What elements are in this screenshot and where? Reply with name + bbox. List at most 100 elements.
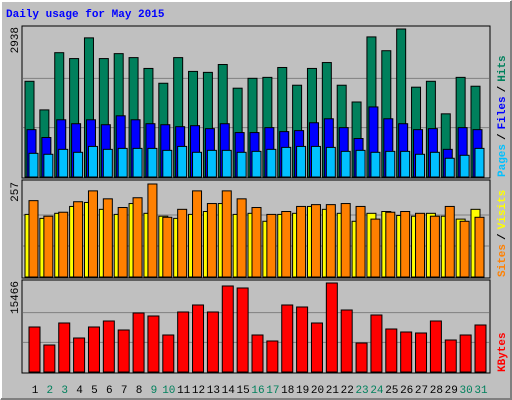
bar [444,205,455,278]
legend-entry: Visits [497,190,509,230]
x-tick-label: 15 [237,385,250,397]
legend: Sites / Visits [497,190,509,277]
bar [296,306,309,373]
bar [266,148,277,178]
bar [117,207,128,278]
bar [429,151,440,178]
bar [102,198,113,278]
legend-entry: Files [497,96,509,129]
y-tick-label: 15466 [10,281,22,314]
x-tick-label: 21 [326,385,340,397]
bar [251,150,262,178]
bar [236,287,249,373]
bar [132,147,143,178]
bar [385,328,398,373]
bar [296,205,307,278]
bar [147,147,158,178]
bar [355,342,368,373]
bar [474,324,487,373]
x-tick-label: 27 [415,385,428,397]
x-tick-label: 11 [177,385,191,397]
bar [266,340,279,373]
bar [444,339,457,373]
x-tick-label: 14 [222,385,236,397]
bar [132,312,145,373]
x-tick-label: 29 [445,385,458,397]
bar [400,331,413,373]
x-tick-label: 4 [76,385,83,397]
bar [192,190,203,278]
x-tick-label: 10 [162,385,175,397]
bar [147,315,160,373]
bar [385,150,396,178]
x-tick-label: 6 [106,385,113,397]
bar [221,285,234,373]
bar [162,334,175,373]
bar [355,205,366,278]
bar [87,145,98,178]
x-tick-label: 5 [91,385,98,397]
bar [340,150,351,178]
bar [370,314,383,373]
bar [162,149,173,178]
x-tick-label: 16 [251,385,264,397]
x-tick-label: 8 [136,385,143,397]
chart-title: Daily usage for May 2015 [6,9,165,21]
bar [355,149,366,178]
x-tick-label: 13 [207,385,220,397]
bar [459,154,470,178]
bar [415,332,428,373]
bar [73,337,86,373]
bar [296,145,307,178]
bar [87,190,98,278]
bar [206,149,217,178]
bar [310,204,321,278]
bar [325,204,336,278]
bar [325,146,336,178]
bar [28,326,41,373]
bar [177,208,188,278]
x-tick-label: 9 [151,385,158,397]
bar [177,145,188,178]
bar [117,329,130,373]
bar [102,148,113,178]
bar [28,152,39,178]
bar [251,334,264,373]
legend-entry: Hits [497,55,509,81]
bar [73,201,84,278]
bar [87,326,100,373]
bar [73,151,84,178]
bar [385,211,396,278]
y-tick-label: 257 [10,182,22,202]
bar [132,197,143,278]
bar [58,148,69,178]
x-tick-label: 3 [61,385,68,397]
x-tick-label: 22 [341,385,354,397]
bar [192,304,205,373]
bar [459,334,472,373]
bar [370,151,381,178]
bar [474,147,485,178]
bar [400,150,411,178]
x-tick-label: 17 [266,385,279,397]
legend-separator: / [497,85,509,92]
x-tick-label: 19 [296,385,309,397]
bar [43,215,54,278]
bar [43,153,54,178]
bar [266,213,277,278]
bar [43,344,56,373]
x-tick-label: 23 [355,385,368,397]
bar [281,211,292,278]
bar [340,309,353,373]
bar [251,207,262,278]
bar [192,151,203,178]
x-tick-label: 18 [281,385,294,397]
bar [281,146,292,178]
legend-entry: KBytes [497,332,509,372]
bar [325,282,338,373]
bar [429,215,440,278]
bar [429,320,442,373]
bar [102,320,115,373]
bar [415,212,426,278]
